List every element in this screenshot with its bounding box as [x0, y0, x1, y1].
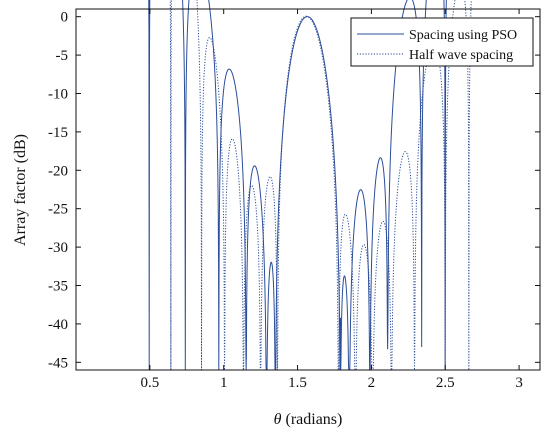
- y-tick-label: -15: [48, 125, 68, 141]
- series-line-pso: [148, 0, 447, 371]
- x-tick-label: 3: [515, 375, 523, 391]
- y-tick-label: -10: [48, 86, 68, 102]
- y-tick-label: -25: [48, 202, 68, 218]
- legend-label-half-wave: Half wave spacing: [409, 48, 513, 63]
- x-tick-label: 0.5: [140, 375, 159, 391]
- y-axis-label: Array factor (dB): [12, 134, 29, 246]
- y-tick-label: 0: [61, 10, 69, 26]
- legend-box: [350, 17, 534, 67]
- x-tick-label: 1: [220, 375, 228, 391]
- y-tick-label: -35: [48, 279, 68, 295]
- legend-label-pso: Spacing using PSO: [409, 28, 517, 43]
- x-tick-label: 2.5: [436, 375, 455, 391]
- y-tick-label: -30: [48, 240, 68, 256]
- x-axis-label-unit: (radians): [286, 411, 343, 428]
- x-axis-label: θ (radians): [274, 411, 343, 428]
- plot-curves: [148, 0, 472, 371]
- x-tick-label: 2: [368, 375, 376, 391]
- plot-frame: [75, 8, 541, 371]
- x-axis-ticks: 0.5 1 1.5 2 2.5 3: [140, 9, 523, 391]
- legend: Spacing using PSO Half wave spacing: [350, 17, 534, 67]
- y-tick-label: -45: [48, 355, 68, 371]
- y-tick-label: -5: [56, 48, 69, 64]
- x-tick-label: 1.5: [288, 375, 307, 391]
- x-axis-label-symbol: θ: [274, 411, 282, 428]
- y-axis-ticks: 0 -5 -10 -15 -20 -25 -30 -35 -40 -45: [48, 10, 540, 371]
- y-tick-label: -20: [48, 163, 68, 179]
- y-tick-label: -40: [48, 317, 68, 333]
